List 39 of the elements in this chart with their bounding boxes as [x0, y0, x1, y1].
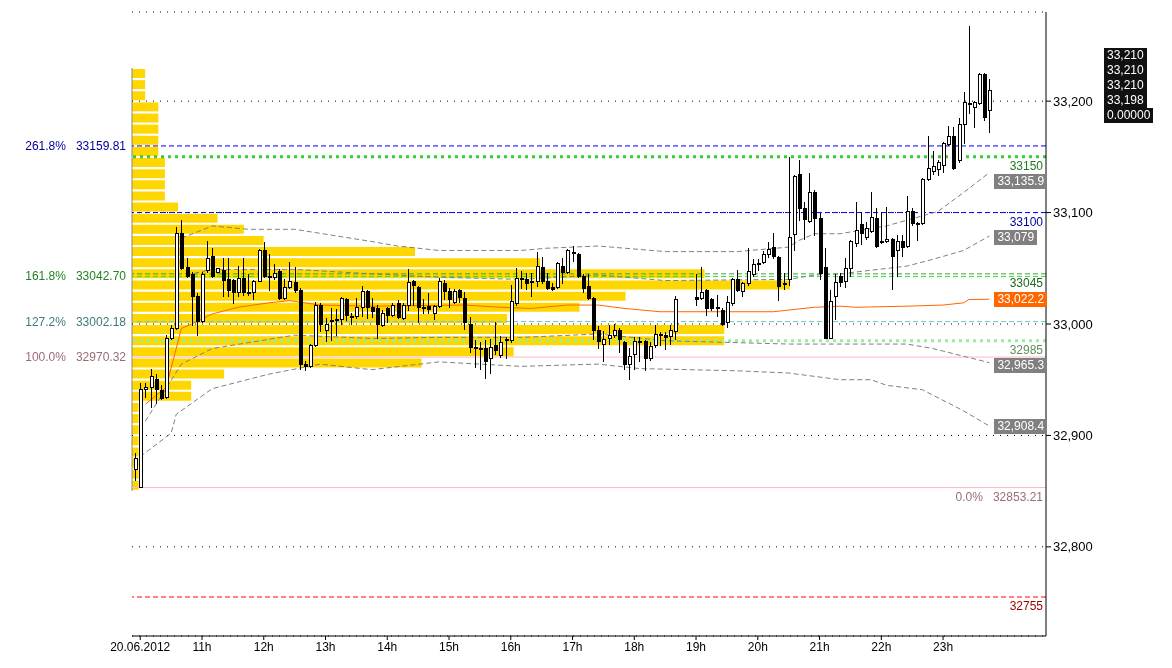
- data-label: 33,022.2: [994, 291, 1048, 307]
- x-tick-label: 20h: [747, 639, 768, 654]
- x-tick-label: 22h: [871, 639, 892, 654]
- text: 33,210: [1104, 48, 1147, 63]
- ref-line-label: 32985: [1009, 342, 1044, 357]
- data-label: 33,079: [994, 229, 1038, 245]
- text: 33,210: [1104, 63, 1147, 78]
- y-tick-label: 33,000: [1053, 316, 1093, 332]
- x-tick-label: 23h: [933, 639, 954, 654]
- x-tick-label: 11h: [192, 639, 212, 654]
- x-tick-label: 20.06.2012: [110, 639, 171, 654]
- data-label: 33,135.9: [994, 173, 1048, 189]
- x-tick-label: 14h: [377, 639, 398, 654]
- x-tick-label: 18h: [624, 639, 645, 654]
- ref-line-label: 261.8% 33159.81: [25, 138, 127, 153]
- ref-line-label: 32755: [1009, 599, 1044, 613]
- x-tick-label: 15h: [439, 639, 460, 654]
- ref-line-label: 33100: [1009, 214, 1044, 229]
- y-tick-label: 33,200: [1053, 93, 1093, 109]
- text: 33,210: [1104, 78, 1147, 93]
- ref-line-label: 33150: [1009, 158, 1044, 173]
- data-label: 32,965.3: [994, 357, 1048, 373]
- y-tick-label: 32,800: [1053, 539, 1093, 555]
- ref-line-label: 0.0% 32853.21: [955, 489, 1044, 504]
- ref-line-label: 33045: [1009, 275, 1044, 290]
- x-tick-label: 12h: [253, 639, 274, 654]
- x-tick-label: 17h: [562, 639, 583, 654]
- text: 0.00000: [1104, 108, 1154, 123]
- y-tick-label: 32,900: [1053, 428, 1093, 444]
- ref-line-label: 127.2% 33002.18: [25, 314, 127, 329]
- x-tick-label: 21h: [809, 639, 830, 654]
- text: 33,198: [1104, 93, 1147, 108]
- ref-line-label: 161.8% 33042.70: [25, 269, 127, 284]
- y-tick-label: 33,100: [1053, 205, 1093, 221]
- x-tick-label: 19h: [686, 639, 707, 654]
- data-label: 32,908.4: [994, 418, 1048, 434]
- ref-line-label: 100.0% 32970.32: [25, 350, 127, 365]
- x-tick-label: 13h: [315, 639, 336, 654]
- x-tick-label: 16h: [500, 639, 521, 654]
